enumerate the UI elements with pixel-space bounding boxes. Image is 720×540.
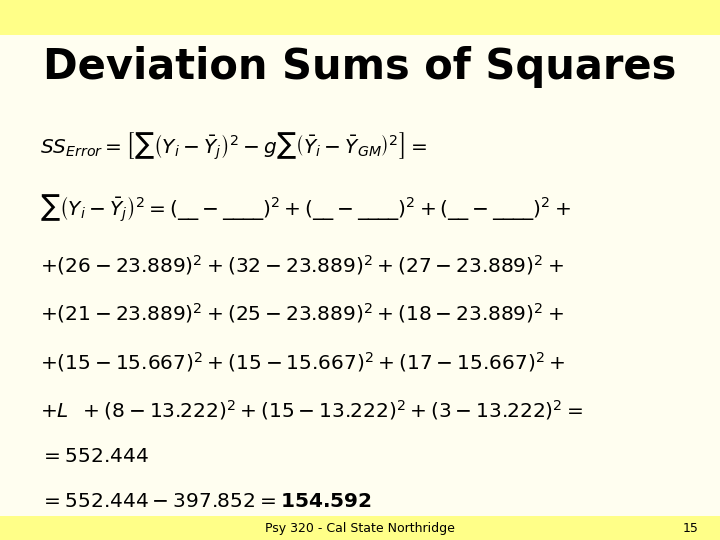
Text: $=552.444$: $=552.444$: [40, 447, 148, 466]
Text: $\sum\left(Y_i - \bar{Y}_j\right)^2 = (\_ \_ - \_ \_ \_ \_ )^2 + (\_\_ - \_\_\_\: $\sum\left(Y_i - \bar{Y}_j\right)^2 = (\…: [40, 192, 570, 224]
Text: $SS_{Error} = \left[\sum\left(Y_i - \bar{Y}_j\right)^2 - g\sum\left(\bar{Y}_i - : $SS_{Error} = \left[\sum\left(Y_i - \bar…: [40, 130, 427, 161]
Text: $+(15-15.667)^2+(15-15.667)^2+(17-15.667)^2+$: $+(15-15.667)^2+(15-15.667)^2+(17-15.667…: [40, 350, 565, 374]
Text: Psy 320 - Cal State Northridge: Psy 320 - Cal State Northridge: [265, 522, 455, 535]
Text: $+(21-23.889)^2+(25-23.889)^2+(18-23.889)^2+$: $+(21-23.889)^2+(25-23.889)^2+(18-23.889…: [40, 301, 564, 325]
Bar: [0, 0, 720, 35]
Text: $=552.444-397.852=\mathbf{154.592}$: $=552.444-397.852=\mathbf{154.592}$: [40, 491, 372, 511]
Text: Deviation Sums of Squares: Deviation Sums of Squares: [43, 46, 677, 89]
Text: $+(26-23.889)^2+(32-23.889)^2+(27-23.889)^2+$: $+(26-23.889)^2+(32-23.889)^2+(27-23.889…: [40, 253, 564, 276]
Text: 15: 15: [683, 522, 698, 535]
Text: $+L\;\;+(8-13.222)^2+(15-13.222)^2+(3-13.222)^2=$: $+L\;\;+(8-13.222)^2+(15-13.222)^2+(3-13…: [40, 399, 582, 422]
Bar: [0, 516, 720, 540]
